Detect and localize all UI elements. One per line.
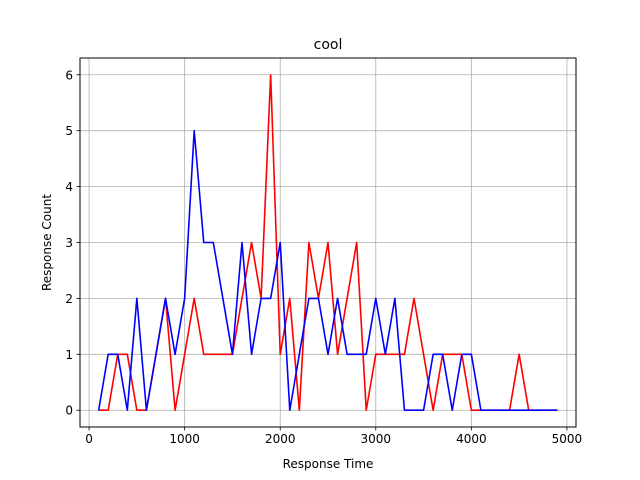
grid: [80, 58, 576, 427]
x-tick-label: 3000: [361, 432, 392, 446]
chart-title: cool: [314, 37, 343, 53]
y-tick-label: 4: [65, 180, 73, 194]
x-tick-label: 2000: [265, 432, 296, 446]
x-tick-label: 0: [85, 432, 93, 446]
series-line-2: [97, 129, 558, 412]
x-axis-label: Response Time: [283, 457, 374, 471]
y-axis-label: Response Count: [40, 194, 54, 291]
x-tick-label: 4000: [456, 432, 487, 446]
y-tick-label: 6: [65, 68, 73, 82]
x-tick-label: 5000: [552, 432, 583, 446]
ticks: 0 1000 2000 3000 4000 5000 0 1 2 3 4 5 6: [65, 68, 582, 446]
y-tick-label: 5: [65, 124, 73, 138]
y-tick-label: 2: [65, 292, 73, 306]
y-tick-label: 0: [65, 404, 73, 418]
series-lines: [97, 73, 558, 412]
y-tick-label: 1: [65, 348, 73, 362]
y-tick-label: 3: [65, 236, 73, 250]
x-tick-label: 1000: [169, 432, 200, 446]
